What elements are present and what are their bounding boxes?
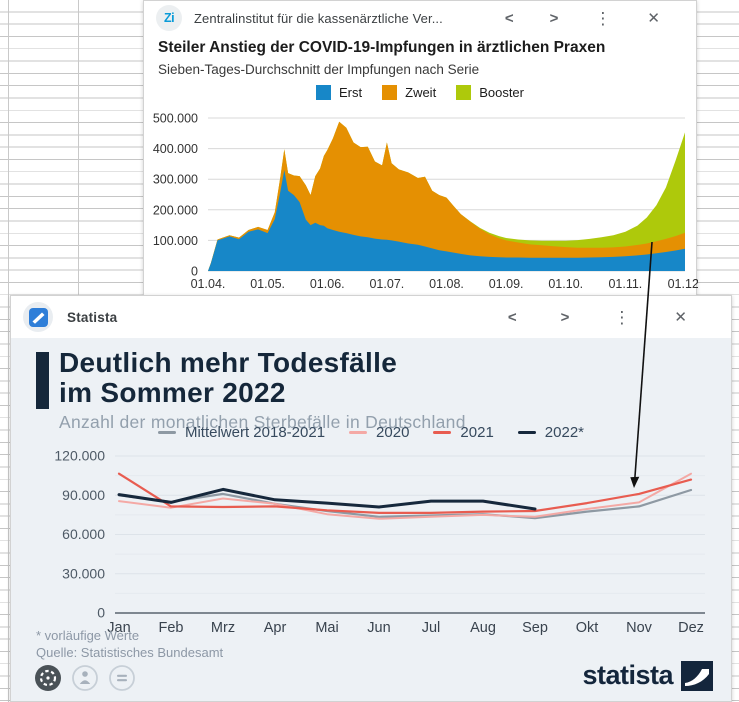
- legend-label: Mittelwert 2018-2021: [184, 424, 326, 441]
- legend-swatch: [157, 430, 176, 435]
- svg-text:01.09.: 01.09.: [489, 277, 524, 291]
- statista-header-title: Statista: [67, 309, 118, 325]
- footnote: * vorläufige Werte: [36, 628, 140, 643]
- svg-text:Aug: Aug: [470, 620, 496, 636]
- statista-brand[interactable]: statista: [582, 660, 713, 691]
- svg-text:90.000: 90.000: [62, 487, 105, 503]
- statista-chart-title: Deutlich mehr Todesfälle im Sommer 2022: [59, 348, 711, 408]
- chevron-left-icon[interactable]: <: [504, 9, 514, 27]
- svg-text:Sep: Sep: [522, 620, 548, 636]
- kebab-menu-icon[interactable]: ⋮: [594, 8, 612, 28]
- legend-swatch: [433, 430, 452, 435]
- svg-text:30.000: 30.000: [62, 565, 105, 581]
- title-line-1: Deutlich mehr Todesfälle: [59, 347, 398, 378]
- svg-text:120.000: 120.000: [54, 448, 105, 464]
- svg-text:Mrz: Mrz: [211, 620, 235, 636]
- svg-text:01.06.: 01.06.: [310, 277, 345, 291]
- svg-text:Mai: Mai: [315, 620, 338, 636]
- legend-label: 2020: [376, 424, 410, 441]
- legend-swatch: [382, 85, 398, 100]
- svg-text:Okt: Okt: [576, 620, 599, 636]
- svg-text:01.11.: 01.11.: [608, 277, 642, 291]
- legend-swatch: [316, 85, 331, 100]
- legend-item: 2020: [349, 424, 409, 441]
- statista-chart-legend: Mittelwert 2018-2021 2020 2021 2022*: [11, 424, 731, 441]
- title-accent-bar: [36, 352, 49, 409]
- legend-swatch: [517, 430, 536, 435]
- svg-text:200.000: 200.000: [153, 203, 198, 217]
- statista-chart-subtitle: Anzahl der monatlichen Sterbefälle in De…: [59, 412, 466, 432]
- zi-logo: Zi: [156, 5, 182, 31]
- svg-text:Nov: Nov: [626, 620, 653, 636]
- svg-text:01.12.: 01.12.: [668, 277, 698, 291]
- legend-item: Booster: [456, 85, 524, 100]
- svg-text:01.04.: 01.04.: [191, 277, 226, 291]
- svg-text:0: 0: [97, 605, 105, 621]
- svg-text:100.000: 100.000: [153, 234, 198, 248]
- svg-text:Jan: Jan: [107, 620, 130, 636]
- zi-chart-subtitle: Sieben-Tages-Durchschnitt der Impfungen …: [158, 62, 480, 77]
- source-label: Quelle: Statistisches Bundesamt: [36, 645, 224, 660]
- svg-text:Apr: Apr: [264, 620, 287, 636]
- zi-chart-title: Steiler Anstieg der COVID-19-Impfungen i…: [158, 39, 606, 56]
- statista-logo-icon: [28, 307, 48, 327]
- statista-brand-logo: [681, 660, 713, 691]
- legend-item: Erst: [316, 85, 362, 100]
- zi-header-title: Zentralinstitut für die kassenärztliche …: [194, 10, 443, 26]
- legend-item: 2021: [433, 424, 494, 441]
- legend-label: 2021: [460, 424, 494, 441]
- svg-text:Jun: Jun: [367, 620, 390, 636]
- close-icon[interactable]: ✕: [674, 308, 687, 326]
- legend-swatch: [349, 430, 368, 435]
- kebab-menu-icon[interactable]: ⋮: [613, 307, 631, 327]
- statista-line-chart: 0 30.000 60.000 90.000 120.000 Jan Feb Mrz Apr Ma…: [54, 448, 705, 636]
- statista-brand-text: statista: [582, 660, 673, 690]
- chevron-right-icon[interactable]: >: [549, 9, 559, 27]
- close-icon[interactable]: ✕: [647, 9, 660, 27]
- chevron-left-icon[interactable]: <: [507, 308, 517, 326]
- zi-card-header: Zi Zentralinstitut für die kassenärztlic…: [144, 1, 696, 35]
- legend-item: Mittelwert 2018-2021: [157, 424, 326, 441]
- statista-widget-card: Statista < > ⋮ ✕ Deutlich mehr Todesfäll…: [10, 295, 732, 702]
- svg-text:60.000: 60.000: [62, 526, 105, 542]
- zi-stacked-area-chart: 0 100.000 200.000 300.000 400.000 500.000 01.0…: [153, 112, 698, 292]
- svg-text:01.08.: 01.08.: [429, 277, 464, 291]
- legend-label: Erst: [339, 85, 363, 100]
- zi-widget-card: Zi Zentralinstitut für die kassenärztlic…: [143, 0, 698, 296]
- statista-logo: [23, 302, 53, 332]
- legend-item: Zweit: [382, 85, 436, 100]
- title-line-2: im Sommer 2022: [59, 377, 286, 408]
- svg-text:01.07.: 01.07.: [369, 277, 404, 291]
- svg-text:01.10.: 01.10.: [548, 277, 583, 291]
- cc-attribution-icon[interactable]: [70, 663, 100, 693]
- cc-nd-icon[interactable]: [107, 663, 137, 693]
- svg-text:400.000: 400.000: [153, 142, 198, 156]
- chevron-right-icon[interactable]: >: [560, 308, 570, 326]
- legend-item: 2022*: [517, 424, 585, 441]
- statista-card-header: Statista < > ⋮ ✕: [11, 296, 731, 338]
- zi-logo-text: Zi: [163, 11, 175, 25]
- legend-label: Zweit: [405, 85, 437, 100]
- cc-license-icon[interactable]: [33, 663, 63, 693]
- svg-text:01.05.: 01.05.: [250, 277, 285, 291]
- legend-label: 2022*: [544, 424, 585, 441]
- svg-text:0: 0: [191, 265, 198, 279]
- zi-chart-legend: Erst Zweit Booster: [144, 85, 696, 100]
- svg-text:Feb: Feb: [159, 620, 184, 636]
- svg-text:Dez: Dez: [678, 620, 704, 636]
- legend-label: Booster: [479, 85, 524, 100]
- svg-text:300.000: 300.000: [153, 173, 198, 187]
- svg-text:500.000: 500.000: [153, 112, 198, 126]
- legend-swatch: [456, 85, 472, 100]
- svg-text:Jul: Jul: [422, 620, 441, 636]
